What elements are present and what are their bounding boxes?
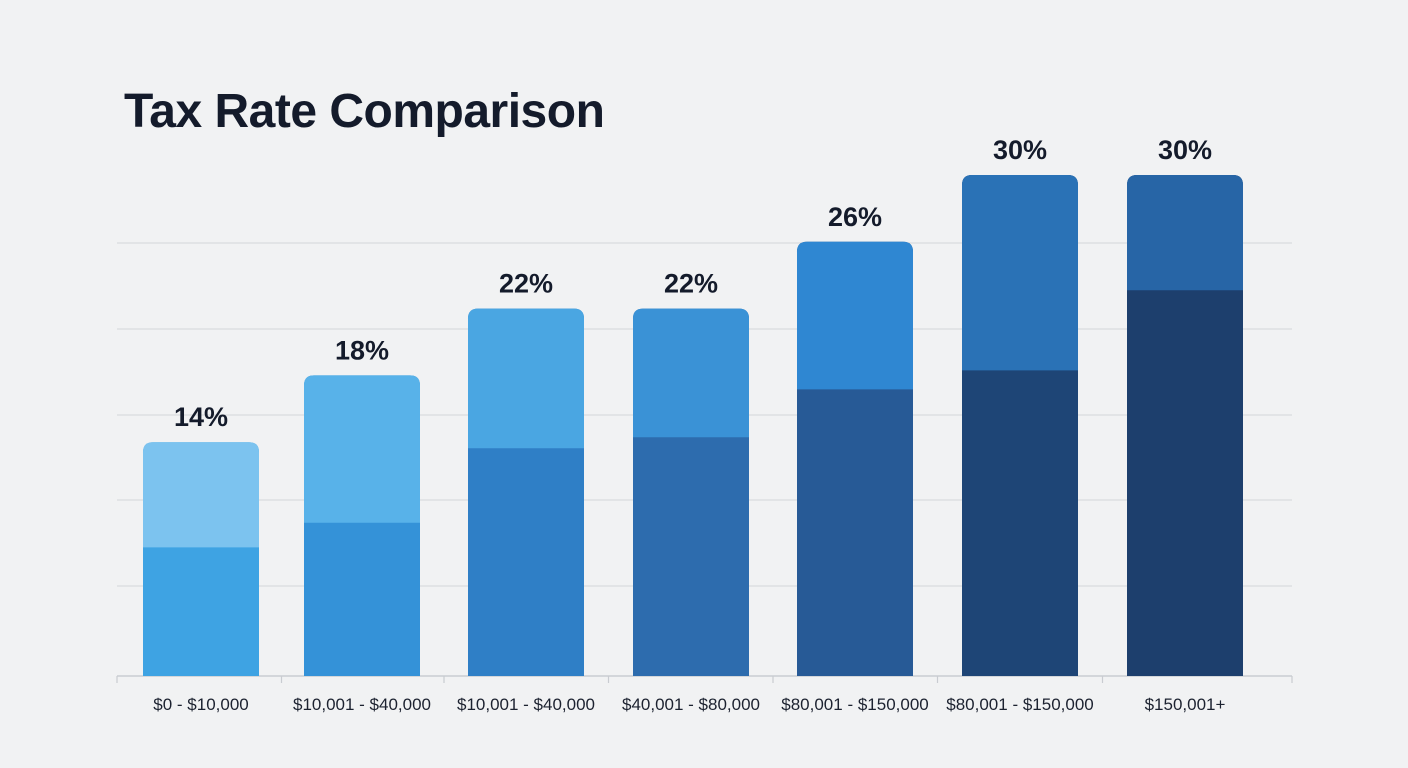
bar-6-value-label: 30% (993, 135, 1047, 165)
x-tick-label-2: $10,001 - $40,000 (293, 695, 431, 714)
bar-5-value-label: 26% (828, 202, 882, 232)
bar-4-top-segment (633, 308, 749, 438)
bar-6 (962, 175, 1078, 676)
bar-5 (797, 241, 913, 677)
bar-7-top-segment (1127, 175, 1243, 291)
bar-3-value-label: 22% (499, 269, 553, 299)
x-tick-label-1: $0 - $10,000 (153, 695, 248, 714)
bar-2-top-segment (304, 375, 420, 523)
bar-3 (468, 308, 584, 676)
chart-title: Tax Rate Comparison (124, 85, 605, 138)
bar-1-value-label: 14% (174, 402, 228, 432)
bar-1 (143, 442, 259, 676)
x-tick-label-5: $80,001 - $150,000 (781, 695, 928, 714)
bar-6-top-segment (962, 175, 1078, 371)
bar-7-bottom-segment (1127, 175, 1243, 676)
bar-2-value-label: 18% (335, 335, 389, 365)
bar-7-value-label: 30% (1158, 135, 1212, 165)
bar-1-top-segment (143, 442, 259, 548)
bar-4 (633, 308, 749, 676)
x-tick-label-6: $80,001 - $150,000 (946, 695, 1093, 714)
x-tick-label-7: $150,001+ (1145, 695, 1226, 714)
bar-7 (1127, 175, 1243, 676)
x-tick-label-3: $10,001 - $40,000 (457, 695, 595, 714)
x-tick-label-4: $40,001 - $80,000 (622, 695, 760, 714)
bar-5-top-segment (797, 241, 913, 390)
bar-2 (304, 375, 420, 676)
bar-4-value-label: 22% (664, 269, 718, 299)
bar-3-top-segment (468, 308, 584, 449)
